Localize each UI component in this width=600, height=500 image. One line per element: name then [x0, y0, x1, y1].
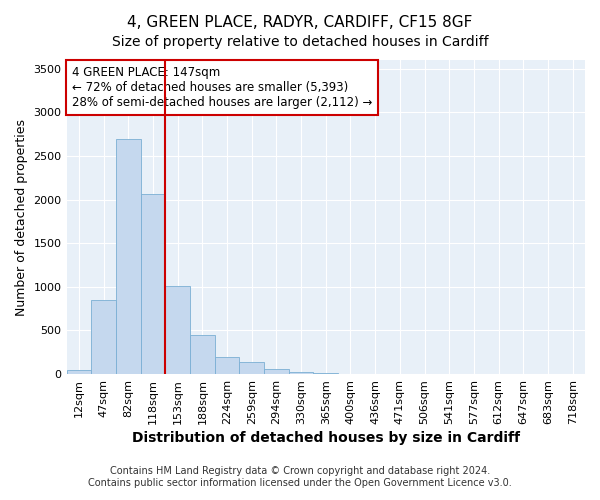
Text: Size of property relative to detached houses in Cardiff: Size of property relative to detached ho… [112, 35, 488, 49]
Bar [67, 370, 91, 374]
Bar [91, 300, 116, 374]
Bar [215, 356, 239, 374]
Y-axis label: Number of detached properties: Number of detached properties [15, 118, 28, 316]
Text: 4 GREEN PLACE: 147sqm
← 72% of detached houses are smaller (5,393)
28% of semi-d: 4 GREEN PLACE: 147sqm ← 72% of detached … [72, 66, 372, 110]
Bar [289, 372, 313, 374]
Text: 4, GREEN PLACE, RADYR, CARDIFF, CF15 8GF: 4, GREEN PLACE, RADYR, CARDIFF, CF15 8GF [127, 15, 473, 30]
Bar [264, 370, 289, 374]
X-axis label: Distribution of detached houses by size in Cardiff: Distribution of detached houses by size … [132, 431, 520, 445]
Bar [116, 138, 140, 374]
Bar [239, 362, 264, 374]
Bar [140, 194, 165, 374]
Bar [190, 335, 215, 374]
Text: Contains HM Land Registry data © Crown copyright and database right 2024.
Contai: Contains HM Land Registry data © Crown c… [88, 466, 512, 487]
Bar [165, 286, 190, 374]
